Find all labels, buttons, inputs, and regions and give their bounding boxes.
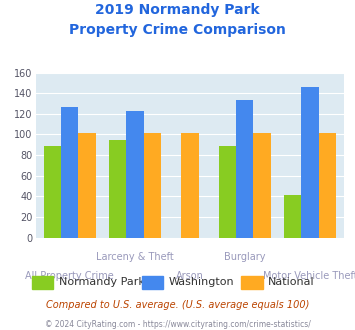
Bar [319, 133, 336, 238]
Text: Washington: Washington [169, 277, 234, 287]
Text: Motor Vehicle Theft: Motor Vehicle Theft [263, 271, 355, 280]
Text: Arson: Arson [176, 271, 204, 280]
Text: © 2024 CityRating.com - https://www.cityrating.com/crime-statistics/: © 2024 CityRating.com - https://www.city… [45, 320, 310, 329]
Bar [284, 195, 301, 238]
Bar [126, 111, 143, 238]
Bar [181, 133, 198, 238]
Bar [143, 133, 161, 238]
Text: All Property Crime: All Property Crime [26, 271, 114, 280]
Bar [61, 107, 78, 238]
Bar [219, 146, 236, 238]
Text: Compared to U.S. average. (U.S. average equals 100): Compared to U.S. average. (U.S. average … [46, 300, 309, 310]
Bar [236, 100, 253, 238]
Text: Larceny & Theft: Larceny & Theft [96, 252, 174, 262]
Text: Normandy Park: Normandy Park [59, 277, 144, 287]
Bar [78, 133, 95, 238]
Bar [109, 140, 126, 238]
Bar [301, 87, 319, 238]
Text: 2019 Normandy Park: 2019 Normandy Park [95, 3, 260, 17]
Text: Burglary: Burglary [224, 252, 266, 262]
Text: National: National [268, 277, 315, 287]
Bar [44, 146, 61, 238]
Bar [253, 133, 271, 238]
Text: Property Crime Comparison: Property Crime Comparison [69, 23, 286, 37]
